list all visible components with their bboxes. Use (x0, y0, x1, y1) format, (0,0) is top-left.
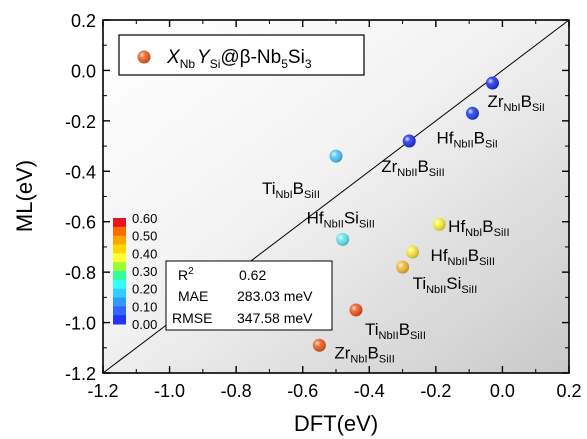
data-point-shade (349, 303, 363, 317)
colorbar-label: 0.00 (132, 317, 157, 332)
x-tick-label: -0.4 (354, 381, 385, 401)
data-point-shade (329, 149, 343, 163)
colorbar-segment (113, 271, 126, 281)
colorbar-segment (113, 306, 126, 316)
colorbar-segment (113, 218, 126, 228)
y-tick-label: -0.4 (65, 162, 96, 182)
data-point-shade (336, 232, 350, 246)
colorbar-label: 0.10 (132, 299, 157, 314)
stats-frame (165, 260, 333, 331)
colorbar-segment (113, 226, 126, 237)
data-point-shade (402, 134, 416, 148)
data-point-label: HfNbIBSiII (448, 217, 509, 239)
y-axis-title: ML(eV) (12, 160, 37, 232)
legend-marker-shade (137, 50, 151, 64)
data-point-label: TiNbIISiSiII (413, 274, 478, 296)
legend-label: XNb YSi@β-Nb5Si3 (166, 47, 312, 71)
data-point-shade (406, 245, 420, 259)
data-point-label: HfNbIIBSiI (436, 128, 497, 150)
x-tick-label: 0.0 (490, 381, 515, 401)
colorbar-label: 0.20 (132, 282, 157, 297)
data-point-shade (485, 76, 499, 90)
colorbar: 0.60 0.50 0.40 0.30 0.20 0.10 0.00 (113, 211, 157, 332)
data-point-shade (396, 260, 410, 274)
stats-r2-value: 0.62 (239, 267, 266, 283)
colorbar-label: 0.50 (132, 229, 157, 244)
data-point-shade (465, 106, 479, 120)
colorbar-segment (113, 244, 126, 254)
stats-mae-value: 283.03 meV (237, 288, 313, 304)
legend: XNb YSi@β-Nb5Si3 (118, 34, 365, 76)
plot-frame (102, 19, 570, 374)
colorbar-label: 0.40 (132, 246, 157, 261)
data-point-label: TiNbIBSiII (262, 179, 320, 201)
y-tick-label: 0.2 (71, 11, 96, 31)
stats-rmse-label: RMSE (172, 310, 212, 326)
colorbar-label: 0.30 (132, 264, 157, 279)
stats-rmse-value: 347.58 meV (237, 310, 313, 326)
legend-frame (118, 34, 365, 76)
x-axis-title: DFT(eV) (294, 411, 378, 436)
colorbar-label: 0.60 (132, 211, 157, 226)
stats-box: R2 0.62 MAE 283.03 meV RMSE 347.58 meV (165, 260, 333, 331)
x-tick-label: -0.8 (221, 381, 252, 401)
colorbar-segment (113, 297, 126, 307)
data-point-label: ZrNbIIBSiII (381, 157, 444, 179)
colorbar-segment (113, 279, 126, 290)
data-point-label: ZrNbIBSiII (334, 343, 394, 365)
colorbar-segment (113, 262, 126, 272)
x-tick-label: -1.2 (87, 381, 118, 401)
colorbar-segment (113, 288, 126, 298)
stats-r2-label: R2 (178, 266, 194, 283)
colorbar-segment (113, 315, 126, 325)
data-point-label: ZrNbIBSiI (487, 92, 544, 114)
stats-mae-label: MAE (178, 288, 208, 304)
colorbar-segment (113, 253, 126, 263)
data-point-label: TiNbIIBSiII (365, 320, 426, 342)
data-point-label: HfNbIISiSiII (307, 208, 375, 230)
data-point-shade (312, 338, 326, 352)
y-tick-label: 0.0 (71, 61, 96, 81)
y-tick-label: -1.2 (65, 364, 96, 384)
x-tick-label: -0.6 (287, 381, 318, 401)
data-point-label: HfNbIIBSiII (431, 246, 495, 268)
y-tick-label: -1.0 (65, 314, 96, 334)
y-tick-label: -0.8 (65, 263, 96, 283)
y-tick-label: -0.2 (65, 112, 96, 132)
colorbar-segment (113, 235, 126, 245)
x-tick-label: -1.0 (154, 381, 185, 401)
x-tick-label: 0.2 (556, 381, 581, 401)
data-point-shade (432, 217, 446, 231)
x-tick-label: -0.2 (420, 381, 451, 401)
y-tick-label: -0.6 (65, 213, 96, 233)
